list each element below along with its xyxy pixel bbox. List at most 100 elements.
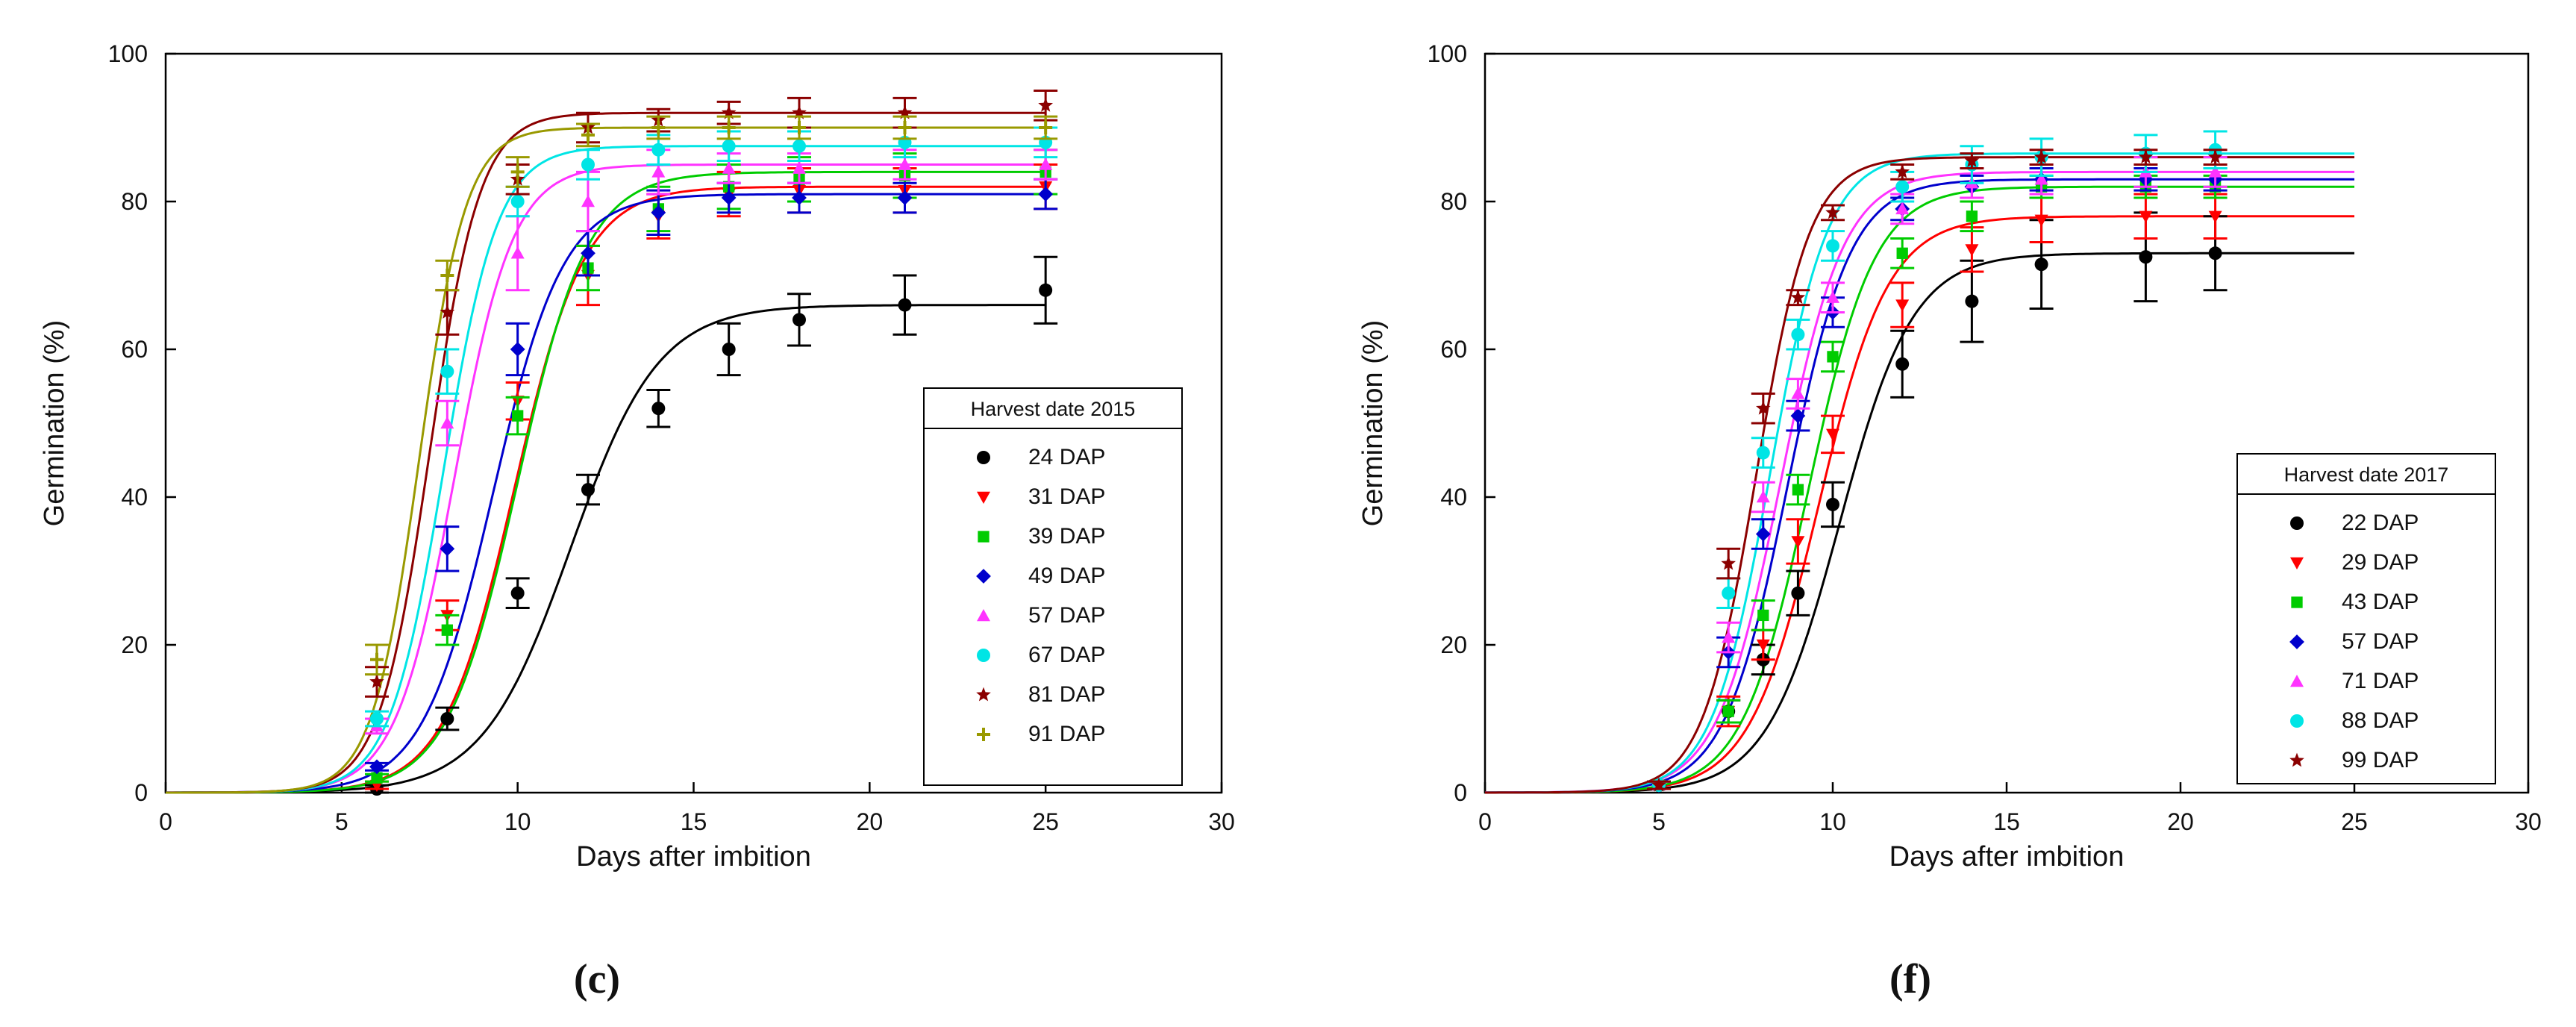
marker-plus bbox=[440, 269, 454, 282]
fit-curve-43-dap bbox=[1484, 185, 2354, 794]
marker-plus bbox=[722, 121, 736, 134]
marker-triangle-down bbox=[1965, 244, 1979, 257]
x-tick-label: 30 bbox=[1208, 808, 1235, 835]
marker-diamond bbox=[651, 205, 666, 220]
legend-label: 24 DAP bbox=[1028, 445, 1105, 469]
legend-label: 39 DAP bbox=[1028, 524, 1105, 549]
marker-square bbox=[1722, 705, 1734, 717]
series-29-dap bbox=[1647, 193, 2228, 793]
marker-plus bbox=[1039, 121, 1053, 134]
x-tick-label: 20 bbox=[2167, 808, 2194, 835]
marker-diamond bbox=[581, 246, 595, 261]
x-tick-label: 10 bbox=[1819, 808, 1846, 835]
y-tick-label: 0 bbox=[1454, 779, 1467, 806]
marker-triangle-up bbox=[651, 165, 666, 178]
x-tick-label: 30 bbox=[2515, 808, 2542, 835]
marker-square bbox=[978, 531, 990, 543]
marker-triangle-up bbox=[1039, 157, 1053, 170]
marker-circle bbox=[2290, 516, 2304, 530]
marker-square bbox=[512, 410, 524, 422]
marker-triangle-up bbox=[1791, 387, 1805, 399]
series-49-dap bbox=[365, 178, 1058, 775]
marker-circle bbox=[1895, 357, 1910, 371]
panel-label: (c) bbox=[574, 956, 620, 1002]
x-tick-label: 20 bbox=[857, 808, 884, 835]
marker-star bbox=[721, 104, 737, 119]
marker-diamond bbox=[976, 569, 991, 584]
marker-triangle-up bbox=[2208, 165, 2222, 178]
series-24-dap bbox=[365, 255, 1058, 796]
fit-curve-57-dap bbox=[1485, 178, 2354, 794]
marker-star bbox=[2138, 149, 2154, 163]
fit-curve-22-dap bbox=[1485, 252, 2354, 794]
legend-label: 43 DAP bbox=[2342, 590, 2419, 614]
marker-diamond bbox=[440, 541, 455, 557]
marker-star bbox=[2033, 149, 2049, 163]
legend-label: 88 DAP bbox=[2342, 708, 2419, 733]
marker-square bbox=[2291, 596, 2303, 608]
marker-star bbox=[2289, 752, 2304, 767]
marker-square bbox=[1792, 484, 1804, 496]
y-tick-label: 80 bbox=[1440, 188, 1467, 215]
marker-triangle-down bbox=[2208, 210, 2222, 223]
legend: Harvest date 2015 24 DAP 31 DAP 39 DAP 49 DA… bbox=[923, 387, 1183, 786]
marker-star bbox=[1790, 290, 1806, 305]
marker-circle bbox=[793, 139, 806, 153]
marker-plus bbox=[651, 121, 666, 134]
fit-curve-67-dap bbox=[166, 145, 1046, 794]
marker-triangle-down bbox=[2290, 557, 2304, 569]
x-axis-label: Days after imbition bbox=[576, 841, 811, 873]
x-tick-label: 15 bbox=[681, 808, 707, 835]
fit-curve-71-dap bbox=[1485, 170, 2354, 794]
marker-triangle-up bbox=[440, 416, 454, 429]
marker-plus bbox=[510, 165, 525, 179]
marker-triangle-up bbox=[722, 161, 736, 174]
marker-circle bbox=[1826, 497, 1839, 511]
series-22-dap bbox=[1647, 211, 2228, 793]
marker-circle bbox=[1722, 586, 1736, 600]
series-91-dap bbox=[365, 115, 1058, 676]
y-tick-label: 0 bbox=[134, 779, 148, 806]
fit-curve-24-dap bbox=[166, 304, 1046, 794]
marker-star bbox=[1651, 777, 1666, 792]
marker-triangle-down bbox=[977, 491, 990, 504]
marker-circle bbox=[977, 451, 990, 464]
y-axis-label: Germination (%) bbox=[39, 320, 70, 527]
marker-triangle-up bbox=[581, 195, 595, 207]
marker-triangle-up bbox=[898, 157, 912, 170]
legend-label: 49 DAP bbox=[1028, 564, 1105, 588]
marker-circle bbox=[581, 483, 595, 497]
marker-circle bbox=[2034, 257, 2048, 272]
marker-plus bbox=[793, 121, 806, 134]
legend-label: 99 DAP bbox=[2342, 748, 2419, 772]
marker-triangle-up bbox=[793, 161, 806, 174]
marker-triangle-up bbox=[1826, 290, 1839, 303]
marker-diamond bbox=[721, 190, 737, 205]
marker-circle bbox=[440, 364, 454, 378]
marker-triangle-up bbox=[1895, 202, 1910, 215]
marker-circle bbox=[722, 139, 736, 153]
legend-label: 67 DAP bbox=[1028, 643, 1105, 667]
panel-label: (f) bbox=[1889, 956, 1931, 1002]
marker-plus bbox=[370, 652, 384, 667]
legend: Harvest date 2017 22 DAP 29 DAP 43 DAP 57 DA… bbox=[2236, 453, 2496, 784]
y-tick-label: 80 bbox=[121, 188, 148, 215]
marker-diamond bbox=[1038, 187, 1054, 202]
marker-triangle-up bbox=[510, 246, 525, 259]
marker-square bbox=[371, 772, 383, 784]
marker-star bbox=[2207, 149, 2223, 163]
marker-triangle-up bbox=[2034, 172, 2048, 185]
marker-triangle-down bbox=[1756, 639, 1770, 652]
marker-diamond bbox=[792, 190, 807, 205]
y-tick-label: 40 bbox=[1440, 484, 1467, 511]
y-tick-label: 40 bbox=[121, 484, 148, 511]
marker-square bbox=[1827, 351, 1839, 363]
marker-star bbox=[1756, 400, 1771, 415]
marker-diamond bbox=[2289, 634, 2304, 649]
marker-circle bbox=[651, 402, 666, 416]
marker-circle bbox=[651, 143, 666, 157]
x-tick-label: 0 bbox=[159, 808, 172, 835]
x-tick-label: 5 bbox=[1652, 808, 1666, 835]
marker-star bbox=[976, 687, 991, 702]
marker-circle bbox=[2139, 250, 2153, 264]
